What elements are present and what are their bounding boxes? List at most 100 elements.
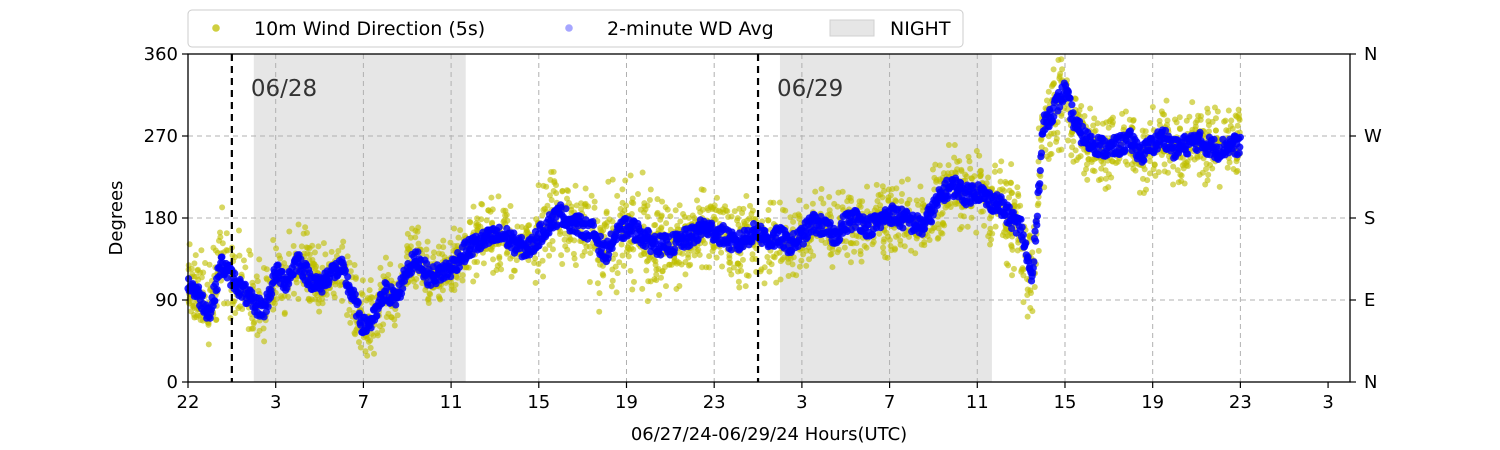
x-tick-label: 7 — [358, 392, 369, 413]
wind-direction-point — [579, 252, 586, 259]
two-minute-avg-point — [223, 274, 231, 282]
wind-direction-point — [747, 202, 754, 209]
x-tick-label: 19 — [1141, 392, 1164, 413]
wind-direction-point — [1049, 81, 1056, 88]
wind-direction-point — [734, 215, 741, 222]
x-axis-label: 06/27/24-06/29/24 Hours(UTC) — [631, 424, 907, 445]
two-minute-avg-point — [392, 301, 400, 309]
wind-direction-point — [1102, 185, 1109, 192]
wind-direction-point — [557, 228, 564, 235]
wind-direction-point — [1234, 122, 1241, 129]
wind-direction-point — [1073, 157, 1080, 164]
wind-direction-point — [578, 206, 585, 213]
wind-direction-point — [992, 223, 999, 230]
wind-direction-point — [951, 154, 958, 161]
wind-direction-point — [261, 338, 268, 345]
wind-direction-point — [977, 173, 984, 180]
two-minute-avg-point — [1069, 109, 1077, 117]
wind-direction-point — [812, 188, 819, 195]
wind-direction-point — [340, 238, 347, 245]
wind-direction-point — [185, 262, 192, 269]
two-minute-avg-point — [1017, 215, 1025, 223]
wind-direction-point — [391, 316, 398, 323]
wind-direction-point — [581, 201, 588, 208]
wind-direction-point — [539, 212, 546, 219]
legend-label: 2-minute WD Avg — [607, 18, 774, 40]
wind-direction-point — [658, 224, 665, 231]
two-minute-avg-point — [1184, 150, 1192, 158]
x-tick-label: 3 — [270, 392, 281, 413]
wind-direction-point — [796, 215, 803, 222]
wind-direction-point — [532, 255, 539, 262]
y-tick-label: 270 — [144, 126, 178, 147]
wind-direction-point — [247, 251, 254, 258]
x-tick-label: 7 — [884, 392, 895, 413]
wind-direction-point — [785, 259, 792, 266]
wind-direction-point — [229, 252, 236, 259]
two-minute-avg-point — [231, 269, 239, 278]
wind-direction-point — [500, 207, 507, 214]
wind-direction-point — [191, 260, 198, 267]
wind-direction-point — [250, 325, 257, 332]
wind-direction-point — [1228, 117, 1235, 124]
wind-direction-point — [609, 277, 616, 284]
wind-direction-point — [839, 204, 846, 211]
wind-direction-point — [892, 198, 899, 205]
wind-direction-point — [286, 228, 293, 235]
wind-direction-point — [849, 240, 856, 247]
wind-direction-point — [904, 176, 911, 183]
wind-direction-point — [685, 214, 692, 221]
two-minute-avg-point — [297, 255, 305, 263]
wind-direction-point — [479, 201, 486, 208]
wind-direction-point — [623, 248, 630, 255]
wind-direction-point — [634, 191, 641, 198]
two-minute-avg-point — [1066, 94, 1074, 102]
two-minute-avg-point — [1033, 221, 1041, 229]
wind-direction-point — [424, 238, 431, 245]
wind-direction-point — [617, 205, 624, 212]
wind-direction-point — [676, 282, 683, 289]
wind-direction-point — [779, 206, 786, 213]
wind-direction-point — [1161, 161, 1168, 168]
wind-direction-point — [657, 216, 664, 223]
wind-direction-point — [423, 246, 430, 253]
wind-direction-point — [467, 219, 474, 226]
wind-direction-point — [1171, 116, 1178, 123]
wind-direction-point — [1132, 167, 1139, 174]
wind-direction-point — [773, 279, 780, 286]
wind-direction-point — [691, 252, 698, 259]
wind-direction-point — [891, 246, 898, 253]
wind-direction-point — [1207, 162, 1214, 169]
wind-direction-point — [612, 251, 619, 258]
wind-direction-point — [344, 312, 351, 319]
wind-direction-point — [674, 222, 681, 229]
two-minute-avg-point — [199, 291, 207, 299]
wind-direction-point — [800, 251, 807, 258]
wind-direction-point — [407, 234, 414, 241]
wind-direction-point — [588, 192, 595, 199]
wind-direction-point — [824, 211, 831, 218]
wind-direction-point — [480, 260, 487, 267]
wind-direction-point — [1174, 167, 1181, 174]
wind-direction-point — [739, 256, 746, 263]
wind-direction-point — [382, 254, 389, 261]
wind-direction-point — [548, 196, 555, 203]
wind-direction-point — [278, 295, 285, 302]
wind-direction-point — [986, 230, 993, 237]
x-tick-label: 22 — [177, 392, 200, 413]
wind-direction-point — [1150, 166, 1157, 173]
wind-direction-point — [898, 191, 905, 198]
wind-direction-point — [223, 230, 230, 237]
wind-direction-point — [447, 239, 454, 246]
wind-direction-point — [1078, 103, 1085, 110]
wind-direction-point — [316, 308, 323, 315]
two-minute-avg-point — [1030, 258, 1038, 266]
wind-direction-point — [933, 178, 940, 185]
wind-direction-point — [988, 236, 995, 243]
x-tick-label: 15 — [527, 392, 550, 413]
wind-direction-point — [863, 244, 870, 251]
wind-direction-point — [628, 211, 635, 218]
wind-direction-point — [1196, 171, 1203, 178]
wind-direction-point — [561, 236, 568, 243]
wind-direction-point — [952, 201, 959, 208]
